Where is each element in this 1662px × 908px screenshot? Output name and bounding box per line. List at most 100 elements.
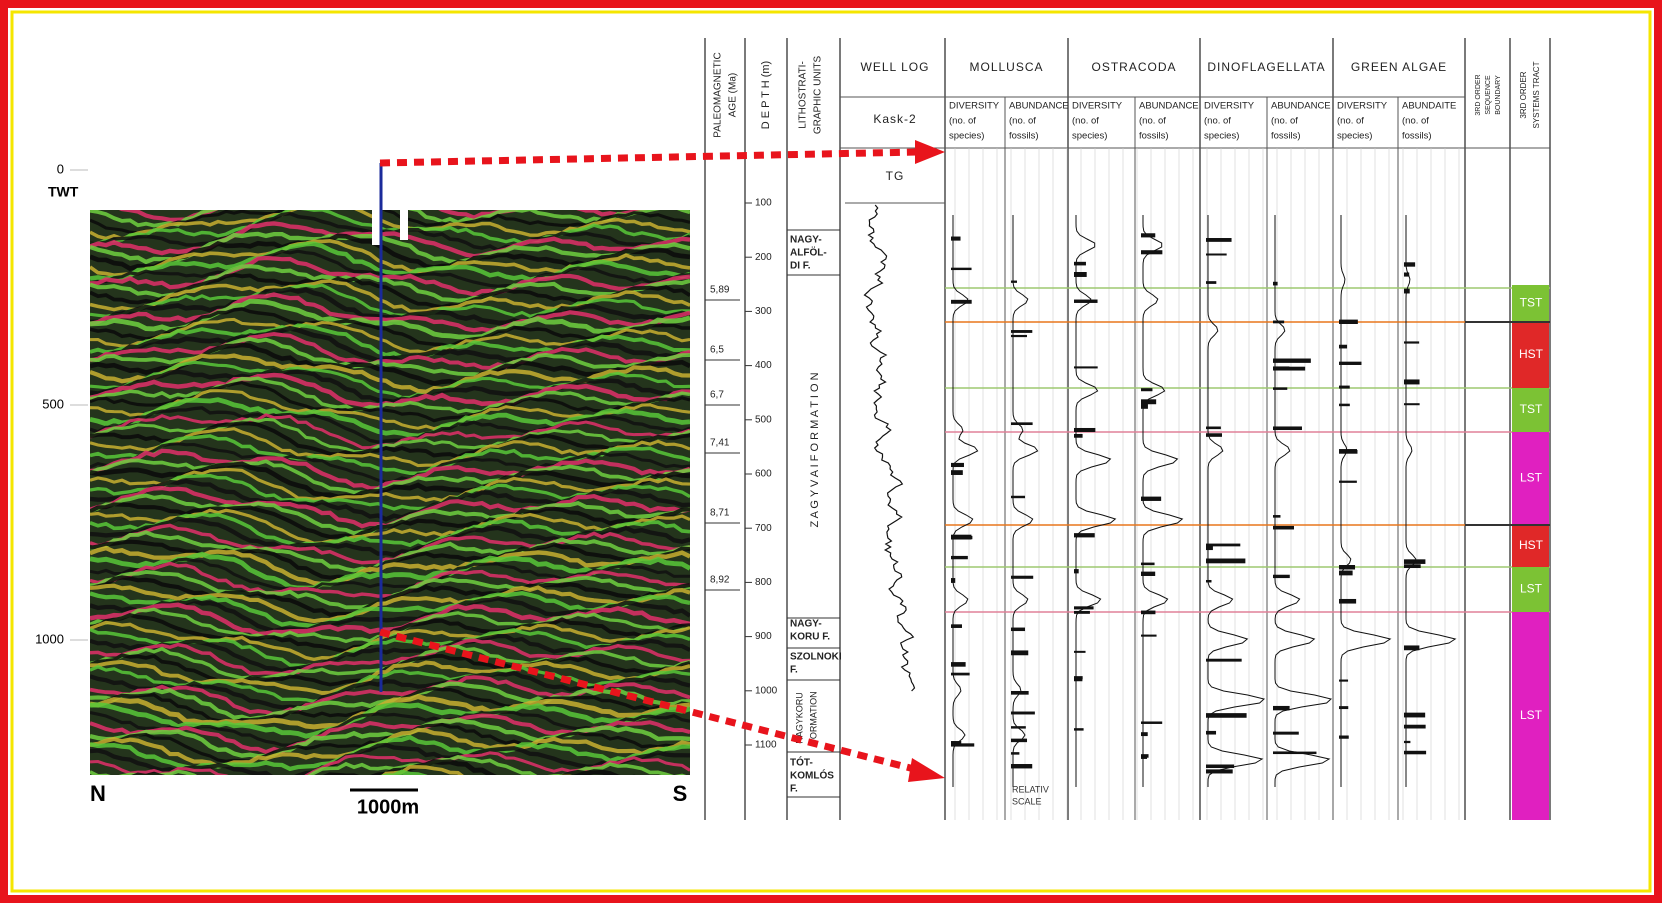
fossil-bar <box>1206 559 1245 564</box>
fossil-bar <box>1339 706 1348 709</box>
sub-header: ABUNDANCE <box>1271 101 1331 112</box>
fossil-bar <box>1074 728 1084 730</box>
fossil-bar <box>951 268 972 270</box>
fossil-bar <box>1404 713 1425 718</box>
fossil-bar <box>951 662 966 667</box>
sub-header: (no. of <box>1337 116 1364 127</box>
sub-header: (no. of <box>1139 116 1166 127</box>
depth-label: 1100 <box>755 740 777 751</box>
fossil-bar <box>1074 569 1079 573</box>
depth-label: 200 <box>755 252 772 263</box>
fossil-bar <box>1011 576 1033 579</box>
axis-title: TWT <box>48 184 79 200</box>
age-label: 8,71 <box>710 508 730 519</box>
footer-label: SCALE <box>1012 796 1042 806</box>
fossil-bar <box>1339 599 1356 604</box>
tract-label: HST <box>1519 347 1544 361</box>
fossil-bar <box>1011 422 1033 425</box>
formation-label: KOMLÓS <box>790 769 834 782</box>
sub-header: ABUNDAITE <box>1402 101 1456 112</box>
seismic-section <box>90 190 690 808</box>
fossil-bar <box>1273 359 1311 363</box>
fossil-bar <box>1141 611 1155 615</box>
fossil-bar <box>1206 769 1233 773</box>
fossil-bar <box>1141 388 1152 391</box>
fossil-bar <box>1273 575 1290 578</box>
fossil-bar <box>1206 764 1234 768</box>
fossil-bar <box>1404 289 1410 294</box>
fossil-bar <box>951 578 955 583</box>
sub-header: fossils) <box>1009 131 1039 142</box>
fossil-bar <box>1339 404 1350 407</box>
fossil-bar <box>1011 691 1029 695</box>
fossil-bar <box>1011 335 1027 337</box>
fossil-bar <box>1011 712 1035 715</box>
fossil-bar <box>1011 764 1032 768</box>
sub-header: species) <box>1204 131 1239 142</box>
fossil-bar <box>1206 659 1242 662</box>
sub-header: DIVERSITY <box>1337 101 1388 112</box>
sub-header: (no. of <box>949 116 976 127</box>
sub-header: DIVERSITY <box>1204 101 1255 112</box>
group-header: DINOFLAGELLATA <box>1207 60 1325 74</box>
depth-label: 100 <box>755 198 772 209</box>
fossil-bar <box>1404 564 1421 568</box>
litho-header: LITHOSTRATI- <box>798 61 809 129</box>
well-header: WELL LOG <box>861 60 930 74</box>
fossil-bar <box>1404 403 1420 405</box>
fossil-bar <box>951 556 968 559</box>
depth-label: 800 <box>755 577 772 588</box>
fossil-bar <box>951 743 974 746</box>
fossil-bar <box>1339 450 1357 454</box>
formation-label: NAGY- <box>790 235 822 246</box>
boundary-header: BOUNDARY <box>1495 75 1502 115</box>
fossil-bar <box>1141 572 1155 576</box>
age-label: 5,89 <box>710 285 730 296</box>
sub-header: (no. of <box>1009 116 1036 127</box>
fossil-bar <box>1074 651 1086 653</box>
formation-label: F. <box>790 665 798 676</box>
tract-label: LST <box>1520 708 1543 722</box>
age-label: 6,5 <box>710 345 724 356</box>
fossil-bar <box>1074 428 1095 432</box>
sub-header: species) <box>1337 131 1372 142</box>
depth-label: 400 <box>755 360 772 371</box>
sub-header: (no. of <box>1204 116 1231 127</box>
fossil-bar <box>1404 645 1419 650</box>
boundary-header: SEQUENCE <box>1485 75 1492 115</box>
sub-header: DIVERSITY <box>949 101 1000 112</box>
footer-label: RELATIV <box>1012 784 1049 794</box>
fossil-bar <box>1206 713 1247 718</box>
depth-label: 1000 <box>755 685 778 696</box>
fossil-bar <box>1339 481 1357 483</box>
fossil-bar <box>1273 426 1302 430</box>
sub-header: ABUNDANCE <box>1139 101 1199 112</box>
fossil-bar <box>1339 386 1350 389</box>
sub-header: (no. of <box>1402 116 1429 127</box>
fossil-bar <box>1273 526 1294 530</box>
age-header: AGE (Ma) <box>728 73 739 117</box>
fossil-bar <box>1141 497 1161 501</box>
fossil-bar <box>1273 321 1284 324</box>
tick-label: 1000 <box>35 631 64 646</box>
fossil-bar <box>951 470 963 475</box>
litho-header: GRAPHIC UNITS <box>813 56 824 135</box>
figure: PALEOMAGNETICAGE (Ma)D E P T H (m)LITHOS… <box>0 0 1662 903</box>
tract-label: LST <box>1520 582 1543 596</box>
fossil-bar <box>1206 731 1216 735</box>
south: S <box>673 781 688 806</box>
formation-label: SZOLNOKI <box>790 652 842 663</box>
fossil-bar <box>1339 565 1355 569</box>
fossil-bar <box>1404 751 1426 755</box>
formation-label: F. <box>790 784 798 795</box>
fossil-bar <box>1404 559 1425 564</box>
fossil-bar <box>951 237 961 241</box>
fossil-bar <box>1404 725 1426 729</box>
fossil-bar <box>1404 272 1409 276</box>
age-header: PALEOMAGNETIC <box>713 52 724 137</box>
formation-label: TÓT- <box>790 756 813 769</box>
fossil-bar <box>951 536 972 539</box>
fossil-bar <box>1074 434 1083 438</box>
group-header: MOLLUSCA <box>969 60 1043 74</box>
fossil-bar <box>1011 752 1019 755</box>
